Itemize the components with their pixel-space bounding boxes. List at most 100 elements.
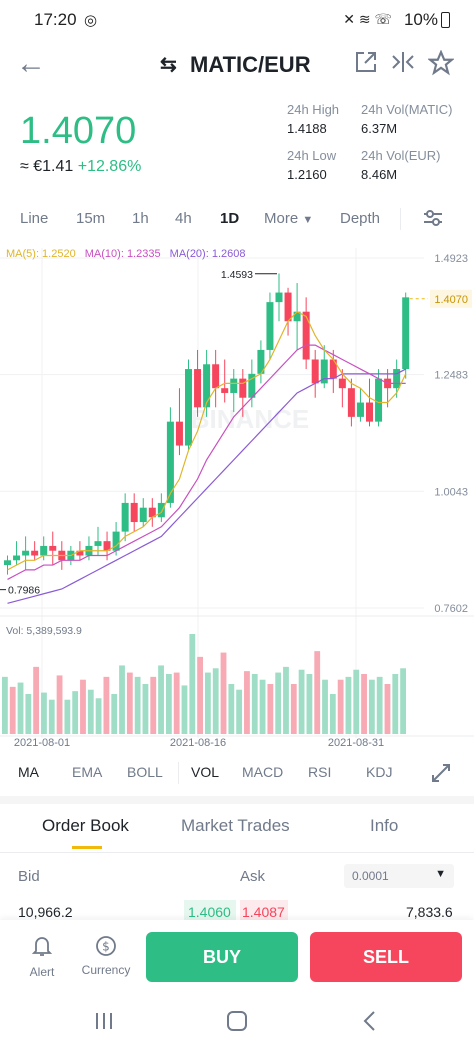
pair-title[interactable]: MATIC/EUR (190, 52, 311, 77)
candle-body (366, 402, 373, 422)
ma20-legend: MA(20): 1.2608 (169, 248, 246, 260)
sell-button[interactable]: SELL (310, 932, 462, 982)
candle-body (320, 359, 328, 384)
currency-icon: $ (96, 936, 116, 956)
alert-button[interactable]: Alert (22, 934, 62, 979)
ask-price: 1.4087 (242, 904, 285, 920)
volume-bar (56, 675, 63, 734)
battery-text: 10% (403, 10, 438, 29)
tab-divider (400, 208, 401, 230)
tab-1h[interactable]: 1h (132, 210, 149, 227)
fullscreen-icon[interactable] (430, 762, 452, 787)
settings-sliders-icon[interactable] (422, 208, 444, 232)
candle-body (302, 311, 310, 360)
volume-bar (306, 674, 313, 734)
volume-bar (236, 689, 243, 734)
ind-macd[interactable]: MACD (242, 764, 284, 780)
volume-bar (314, 651, 321, 734)
home-icon[interactable] (226, 1010, 248, 1039)
bid-price: 1.4060 (188, 904, 231, 920)
ind-ma[interactable]: MA (18, 764, 39, 780)
volume-bar (298, 669, 305, 734)
section-separator (0, 796, 474, 804)
candle-body (94, 541, 102, 546)
candle-body (212, 364, 220, 389)
volume-bar (368, 679, 375, 734)
ind-ema[interactable]: EMA (72, 764, 103, 780)
star-icon[interactable] (427, 49, 455, 83)
volume-bar (72, 691, 79, 734)
volume-bar (95, 698, 102, 734)
tab-info[interactable]: Info (370, 816, 399, 835)
stat-volm-value: 6.37M (361, 121, 398, 136)
price-axis-label: 1.4923 (434, 253, 468, 265)
currency-button[interactable]: $ Currency (80, 934, 132, 977)
candle-body (31, 550, 39, 556)
svg-text:$: $ (102, 940, 110, 954)
kline-chart[interactable]: 1.4923 1.2483 1.0043 0.7602 BINANCE 1.4593 0.7… (0, 238, 474, 753)
tab-1d[interactable]: 1D (220, 210, 240, 227)
tab-more[interactable]: More ▼ (264, 210, 313, 227)
tab-market-trades[interactable]: Market Trades (181, 816, 290, 835)
ind-kdj[interactable]: KDJ (366, 764, 393, 780)
ind-vol[interactable]: VOL (191, 764, 220, 780)
candle-body (284, 292, 292, 322)
tab-15m[interactable]: 15m (76, 210, 106, 227)
fiat-price: ≈ €1.41 (20, 158, 74, 175)
ind-rsi[interactable]: RSI (308, 764, 332, 780)
swap-icon[interactable]: ⇆ (160, 54, 177, 76)
tab-line[interactable]: Line (20, 210, 49, 227)
candle-body (49, 545, 57, 551)
tab-4h[interactable]: 4h (175, 210, 192, 227)
candle-body (221, 388, 229, 393)
candle-body (148, 507, 156, 518)
volume-bar (251, 674, 258, 734)
stat-volm-label: 24h Vol(MATIC) (361, 102, 453, 117)
external-link-icon[interactable] (354, 50, 378, 81)
candle-body (13, 555, 21, 561)
candle-body (112, 531, 120, 551)
tab-order-book[interactable]: Order Book (42, 816, 129, 835)
tab-depth[interactable]: Depth (340, 210, 381, 227)
current-price-label: 1.4070 (434, 294, 468, 306)
tab-more-label: More (264, 210, 299, 227)
bid-label: Bid (18, 868, 40, 885)
candle-body (356, 402, 364, 417)
recent-apps-icon[interactable] (94, 1010, 114, 1038)
volume-bar (400, 668, 406, 734)
volume-bar (173, 672, 180, 734)
low-marker-label: 0.7986 (8, 585, 40, 597)
ask-label: Ask (240, 868, 266, 885)
precision-select[interactable]: 0.0001 ▼ (344, 864, 454, 888)
caret-down-icon: ▼ (302, 214, 314, 226)
candle-body (393, 369, 401, 389)
volume-bar (2, 676, 8, 734)
status-time: 17:20 (34, 10, 77, 29)
kline-svg[interactable]: 1.4923 1.2483 1.0043 0.7602 BINANCE 1.4593 0.7… (0, 238, 474, 753)
volume-bar (189, 634, 196, 734)
ind-divider (178, 762, 179, 784)
candle-body (311, 359, 319, 384)
back-arrow-icon[interactable]: ← (16, 47, 46, 80)
volume-bar (150, 676, 157, 734)
volume-bar (353, 669, 360, 734)
stat-high-value: 1.4188 (287, 121, 327, 136)
price-axis-label: 0.7602 (434, 603, 468, 615)
volume-bar (290, 684, 297, 734)
volume-bar (329, 694, 336, 734)
stat-vole-label: 24h Vol(EUR) (361, 148, 441, 163)
volume-bar (158, 665, 164, 734)
nav-back-icon[interactable] (362, 1010, 378, 1039)
interval-tabs: Line 15m 1h 4h 1D More ▼ Depth (0, 208, 474, 234)
candle-body (203, 364, 211, 408)
volume-bar (244, 671, 250, 734)
volume-label: Vol: 5,389,593.9 (6, 625, 82, 637)
volume-bar (181, 685, 188, 734)
candle-body (248, 373, 256, 398)
ind-boll[interactable]: BOLL (127, 764, 163, 780)
compare-icon[interactable] (390, 50, 416, 81)
candle-body (175, 421, 183, 446)
price-axis-label: 1.0043 (434, 486, 468, 498)
buy-button[interactable]: BUY (146, 932, 298, 982)
volume-bar (25, 694, 32, 734)
